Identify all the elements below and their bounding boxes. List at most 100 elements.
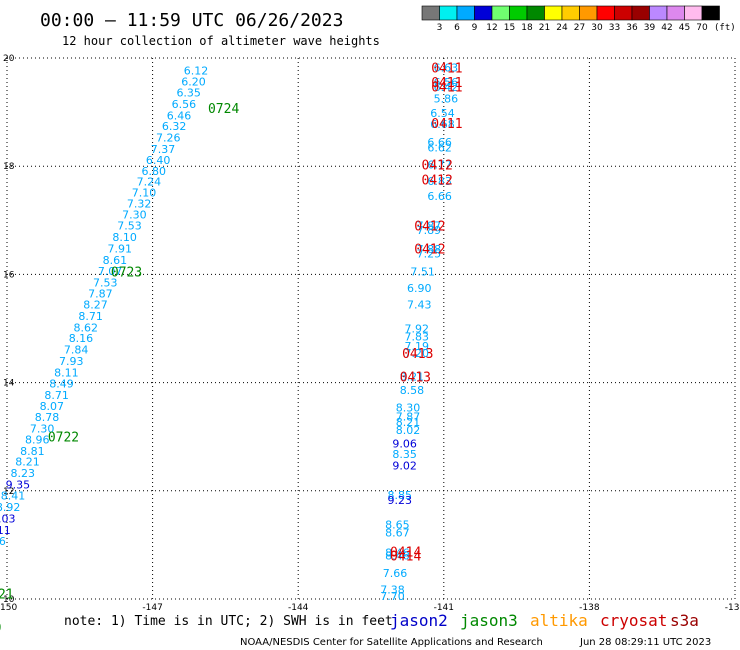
- scale-label: 70: [696, 23, 708, 33]
- footer-note: note: 1) Time is in UTC; 2) SWH is in fe…: [64, 614, 393, 629]
- wave-height-label: 6.62: [427, 141, 452, 154]
- wave-height-label: 7.24: [137, 175, 162, 188]
- wave-height-label: 8.07: [40, 400, 65, 413]
- wave-height-label: 7.32: [127, 198, 152, 211]
- scale-swatch: [631, 5, 650, 21]
- satellite-legend: jason2 jason3 altika cryosat s3a: [390, 611, 699, 630]
- chart-title: 00:00 – 11:59 UTC 06/26/2023: [40, 10, 343, 31]
- wave-height-label: 7.87: [417, 220, 442, 233]
- wave-height-label: 6.83: [427, 175, 452, 188]
- pass-time-annotation: 0414: [390, 550, 421, 565]
- x-tick-label: -150: [0, 603, 17, 613]
- wave-height-label: 8.05: [0, 546, 1, 559]
- satellite-legend-jason3: jason3: [460, 611, 518, 630]
- scale-swatch: [526, 5, 545, 21]
- wave-height-label: 6.63: [434, 62, 459, 75]
- scale-label: 33: [609, 23, 620, 33]
- wave-height-label: 7.88: [417, 243, 442, 256]
- wave-height-label: 8.92: [0, 501, 20, 514]
- pass-time-annotation: 0411: [431, 81, 462, 96]
- wave-height-label: 6.90: [407, 282, 432, 295]
- scale-label: 3: [437, 23, 443, 33]
- wave-height-label: 7.26: [156, 132, 181, 145]
- scale-label: 18: [521, 23, 533, 33]
- y-tick-label: 12: [3, 487, 14, 497]
- wave-height-label: 7.30: [122, 208, 147, 221]
- y-tick-label: 20: [3, 54, 15, 64]
- wave-height-label: 7.70: [380, 590, 405, 603]
- wave-height-label: 7.37: [151, 143, 176, 156]
- scale-label: 21: [539, 23, 550, 33]
- y-tick-label: 16: [3, 270, 15, 280]
- scale-swatch: [579, 5, 598, 21]
- wave-height-label: 6.56: [172, 98, 197, 111]
- wave-height-label: 6.35: [176, 87, 201, 100]
- wave-height-label: 8.11: [54, 366, 79, 379]
- wave-height-label: 8.21: [400, 371, 425, 384]
- scale-label: 6: [454, 23, 460, 33]
- wave-height-label: 7.93: [59, 355, 84, 368]
- wave-height-label: 8.23: [10, 467, 35, 480]
- wave-height-label: 6.42: [434, 81, 459, 94]
- scale-label: 39: [644, 23, 656, 33]
- y-tick-label: 10: [3, 595, 15, 605]
- footer-timestamp: Jun 28 08:29:11 UTC 2023: [579, 637, 711, 648]
- scale-swatch: [421, 5, 440, 21]
- x-tick-label: -138: [579, 603, 600, 613]
- pass-time-annotation: 0411: [431, 117, 462, 132]
- pass-annotations: 0724072307220721072004110411041104110412…: [0, 62, 463, 636]
- footer-credit: NOAA/NESDIS Center for Satellite Applica…: [240, 637, 543, 648]
- x-tick-label: -141: [434, 603, 454, 613]
- scale-label: 27: [574, 23, 585, 33]
- scale-label: 42: [661, 23, 672, 33]
- wave-height-label: 8.65: [385, 518, 410, 531]
- pass-time-annotation: 0412: [414, 220, 445, 235]
- pass-time-annotation: 0412: [414, 242, 445, 257]
- wave-height-label: 8.16: [69, 332, 94, 345]
- scale-swatch: [596, 5, 615, 21]
- pass-time-annotation: 0722: [48, 431, 79, 446]
- scale-label: 30: [591, 23, 603, 33]
- pass-time-annotation: 0414: [390, 545, 421, 560]
- pass-time-annotation: 0411: [431, 76, 462, 91]
- wave-height-label: 7.19: [405, 340, 430, 353]
- wave-height-label: 8.21: [396, 416, 421, 429]
- axis-tick-labels: -150 -147 -144 -141 -138 -135 10 12 14 16 18 20: [0, 54, 740, 613]
- wave-height-label: 6.56: [434, 76, 459, 89]
- wave-height-label: 7.51: [410, 266, 435, 279]
- wave-height-label: 8.49: [49, 378, 74, 391]
- wave-height-label: 7.83: [405, 331, 430, 344]
- wave-height-label: 8.78: [35, 411, 60, 424]
- satellite-legend-jason2: jason2: [390, 611, 448, 630]
- wave-height-label: 7.07: [98, 265, 123, 278]
- wave-height-label: 5.86: [434, 93, 459, 106]
- pass-time-annotation: 0412: [422, 174, 453, 189]
- scale-swatch: [649, 5, 668, 21]
- scale-swatch: [666, 5, 685, 21]
- y-tick-label: 14: [3, 379, 15, 389]
- x-tick-label: -147: [142, 603, 162, 613]
- wave-height-label: 8.71: [44, 389, 69, 402]
- scale-swatch: [544, 5, 563, 21]
- pass-time-annotation: 0413: [402, 347, 433, 362]
- pass-time-annotation: 0723: [111, 266, 142, 281]
- wave-height-label: 8.62: [74, 321, 99, 334]
- x-tick-label: -144: [288, 603, 309, 613]
- wave-height-label: 7.25: [417, 247, 442, 260]
- wave-height-label: 8.61: [103, 254, 128, 267]
- grid: [6, 57, 736, 600]
- wave-height-label: 6.66: [427, 190, 452, 203]
- wave-height-label: 9.06: [392, 438, 417, 451]
- pass-time-annotation: 0412: [422, 159, 453, 174]
- scale-swatch: [439, 5, 458, 21]
- wave-height-label: 6.68: [430, 118, 455, 131]
- wave-height-label: 9.11: [0, 524, 11, 537]
- satellite-legend-s3a: s3a: [670, 611, 699, 630]
- scale-swatch: [456, 5, 475, 21]
- wave-height-label: 7.66: [383, 567, 408, 580]
- wave-height-label: 8.46: [385, 550, 410, 563]
- pass-time-annotation: 0411: [431, 62, 462, 77]
- pass-time-annotation: 0413: [400, 371, 431, 386]
- wave-height-label: 8.41: [1, 490, 26, 503]
- x-tick-label: -135: [725, 603, 740, 613]
